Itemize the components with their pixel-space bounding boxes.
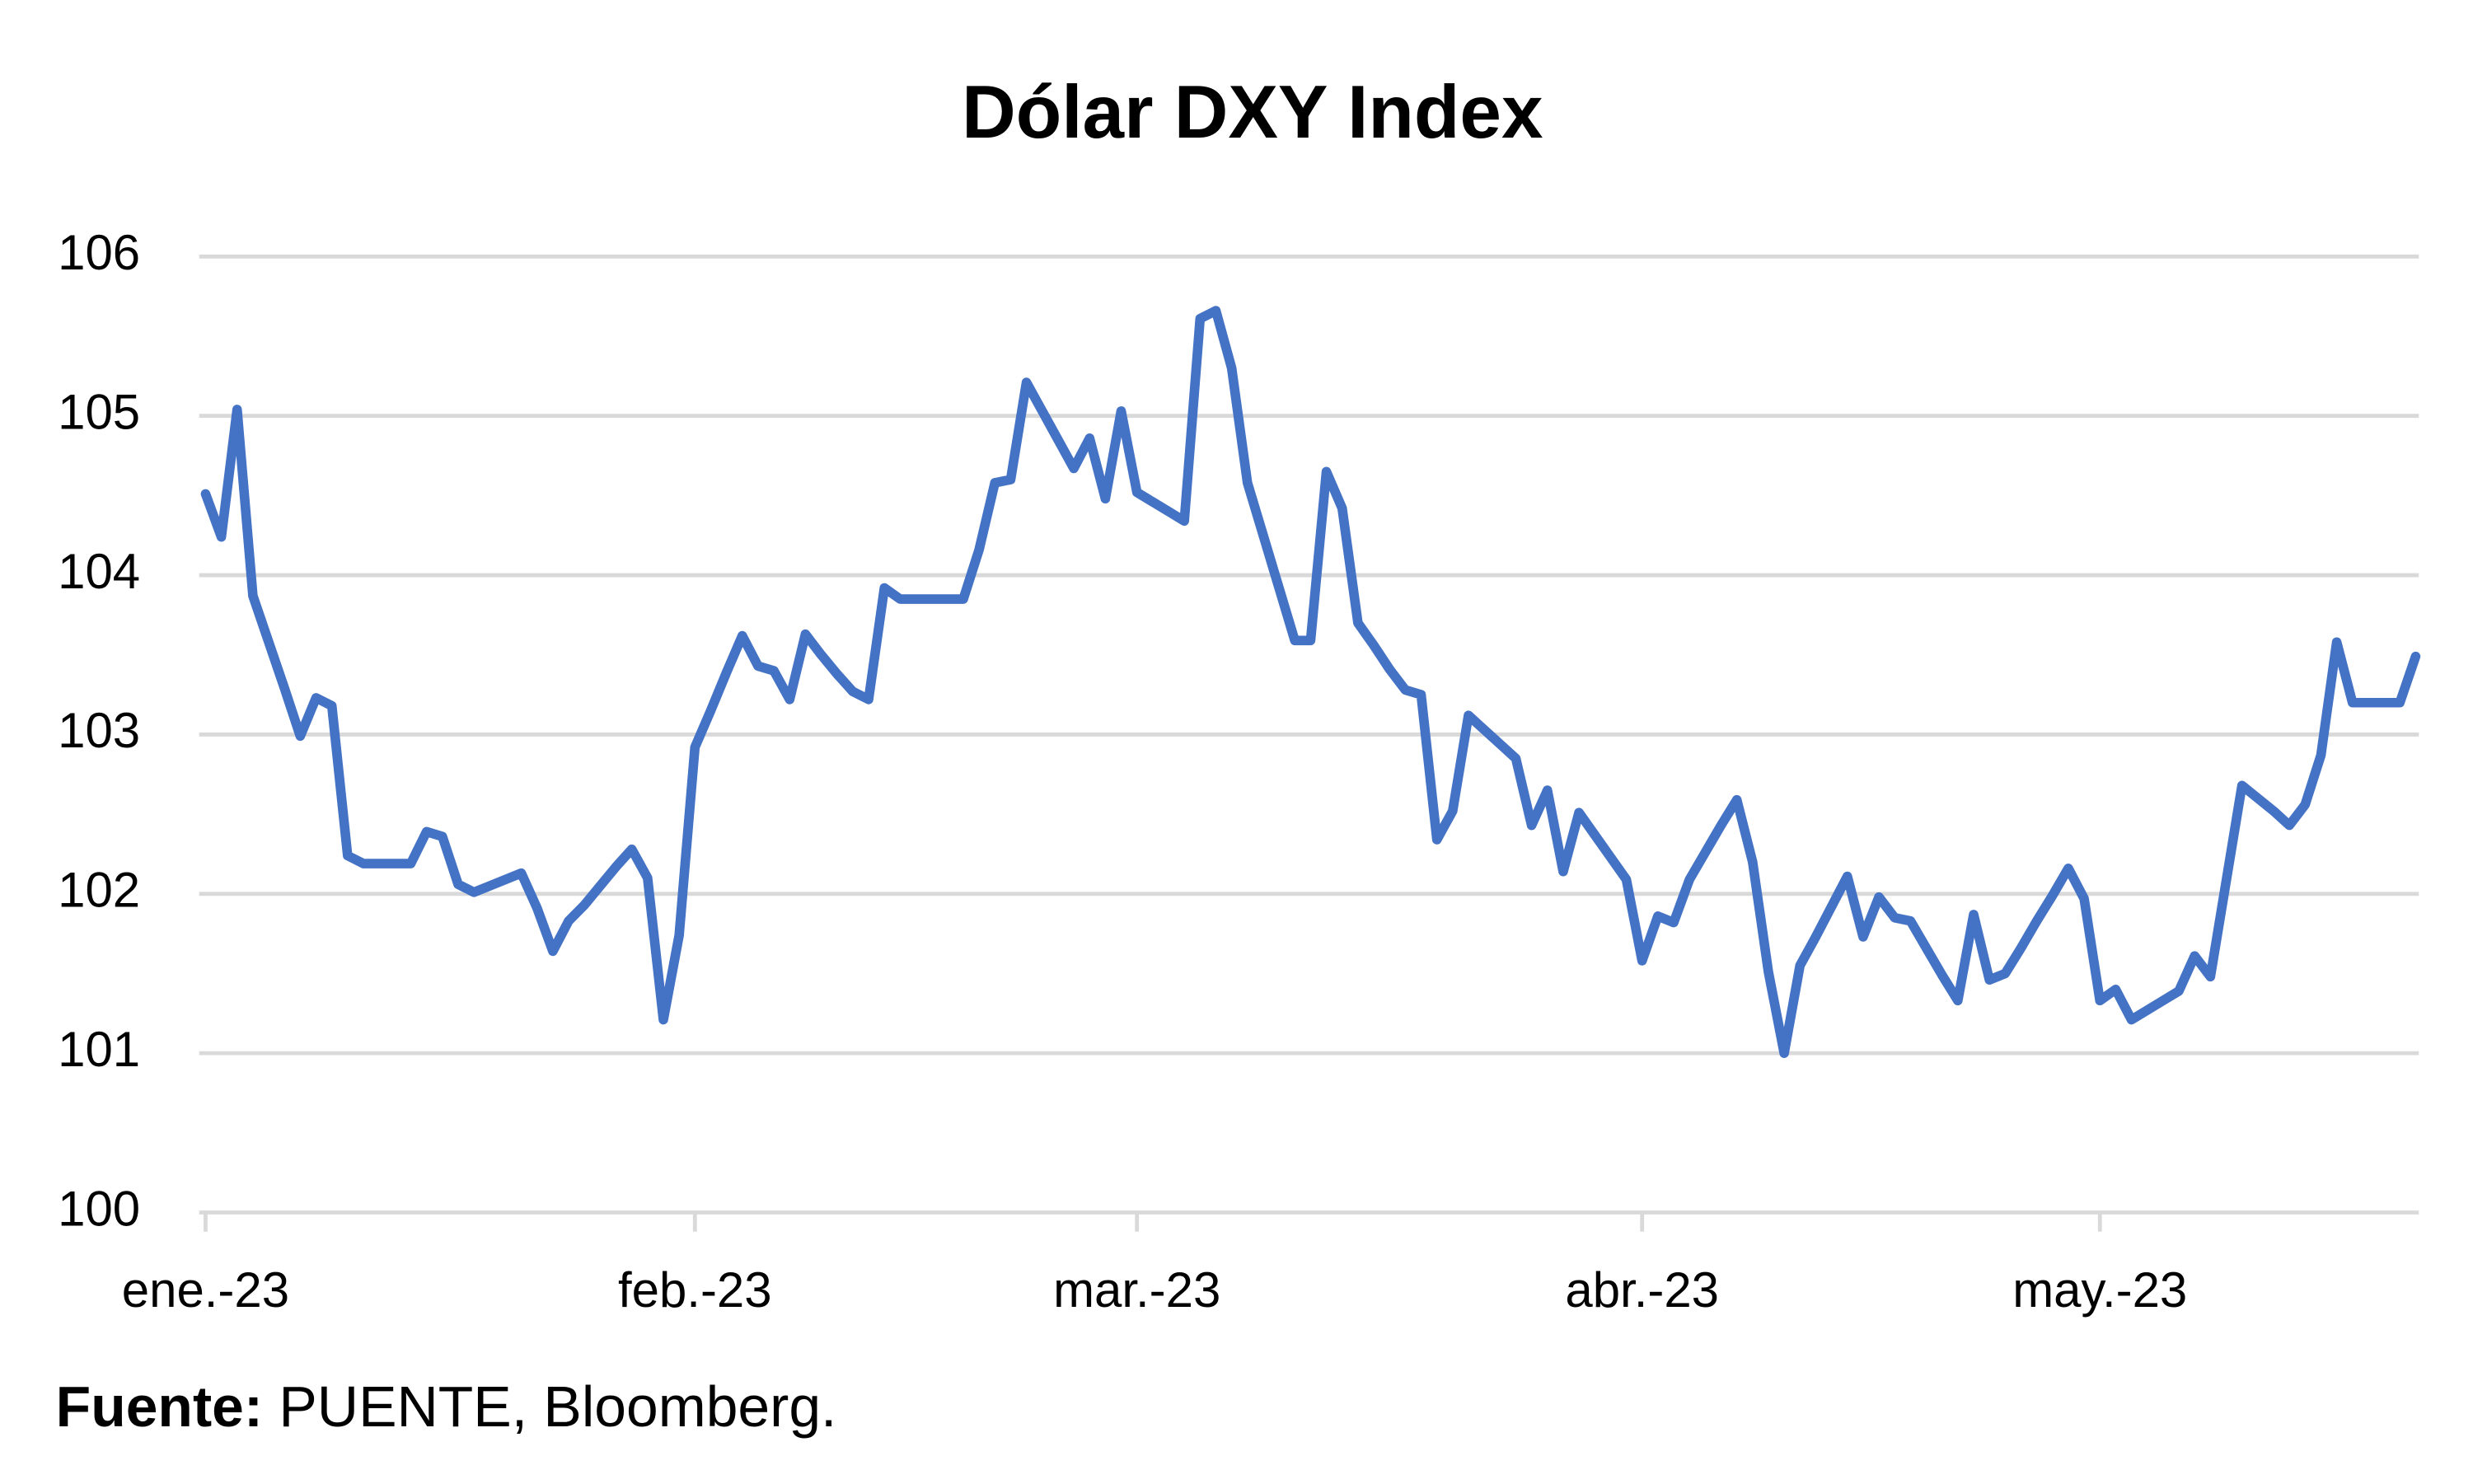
y-tick-label: 105 <box>58 385 140 440</box>
y-tick-label: 106 <box>58 225 140 280</box>
source-note: Fuente: PUENTE, Bloomberg. <box>56 1375 837 1440</box>
chart-title: Dólar DXY Index <box>962 71 1543 154</box>
x-tick-label: feb.-23 <box>618 1262 772 1318</box>
y-tick-label: 102 <box>58 863 140 918</box>
y-tick-label: 104 <box>58 544 140 599</box>
source-label: Fuente: <box>56 1375 263 1440</box>
y-tick-label: 103 <box>58 703 140 758</box>
y-tick-label: 100 <box>58 1181 140 1236</box>
source-text: PUENTE, Bloomberg. <box>279 1375 836 1440</box>
y-tick-label: 101 <box>58 1022 140 1077</box>
x-tick-label: ene.-23 <box>122 1262 289 1318</box>
x-tick-label: mar.-23 <box>1053 1262 1220 1318</box>
x-tick-label: may.-23 <box>2012 1262 2187 1318</box>
data-line <box>200 306 2421 1058</box>
x-tick-label: abr.-23 <box>1565 1262 1719 1318</box>
